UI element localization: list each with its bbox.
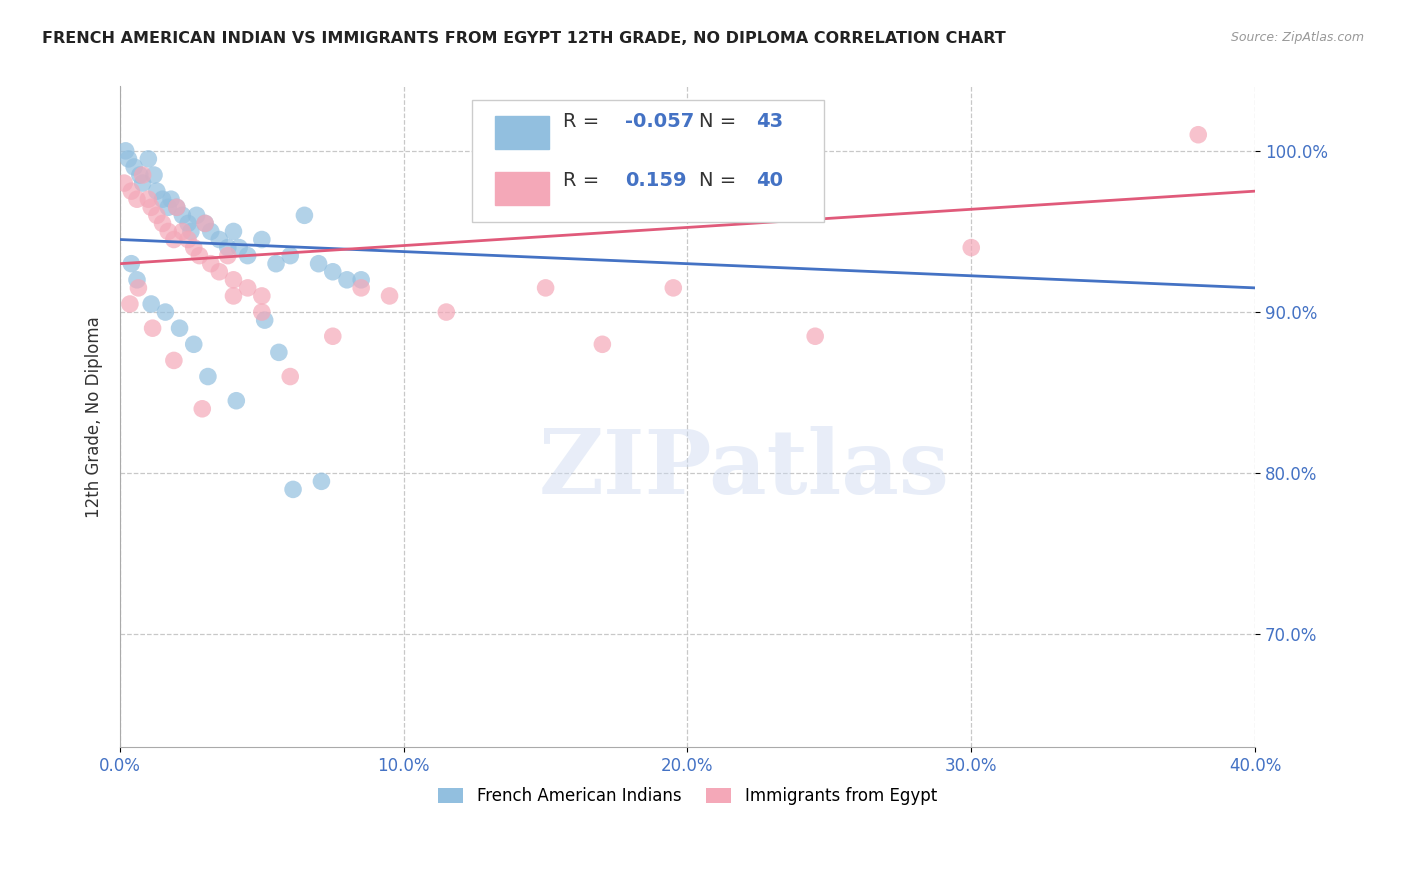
Point: [118, 297, 141, 311]
Point: [222, 289, 245, 303]
Point: [142, 321, 165, 335]
Point: [236, 281, 259, 295]
Point: [186, 208, 208, 222]
FancyBboxPatch shape: [472, 100, 824, 222]
Point: [146, 208, 169, 222]
Point: [157, 224, 180, 238]
Point: [120, 257, 142, 271]
Point: [172, 208, 194, 222]
Point: [960, 241, 983, 255]
Point: [160, 192, 183, 206]
Point: [264, 257, 287, 271]
Point: [152, 192, 174, 206]
Text: 43: 43: [755, 112, 783, 131]
Point: [225, 393, 247, 408]
Point: [155, 305, 177, 319]
Point: [267, 345, 290, 359]
Point: [152, 216, 174, 230]
Point: [177, 216, 200, 230]
Point: [177, 233, 200, 247]
FancyBboxPatch shape: [495, 172, 548, 205]
Point: [127, 281, 149, 295]
Point: [294, 208, 316, 222]
Text: 40: 40: [755, 171, 783, 190]
Point: [191, 401, 214, 416]
Point: [183, 241, 205, 255]
Point: [217, 249, 239, 263]
Point: [131, 176, 153, 190]
Point: [281, 483, 304, 497]
Point: [138, 152, 160, 166]
Point: [350, 281, 373, 295]
FancyBboxPatch shape: [495, 116, 548, 149]
Point: [208, 233, 231, 247]
Point: [804, 329, 827, 343]
Point: [591, 337, 613, 351]
Text: Source: ZipAtlas.com: Source: ZipAtlas.com: [1230, 31, 1364, 45]
Point: [194, 216, 217, 230]
Text: 0.159: 0.159: [626, 171, 686, 190]
Point: [250, 233, 273, 247]
Text: -0.057: -0.057: [626, 112, 695, 131]
Point: [311, 475, 333, 489]
Point: [434, 305, 457, 319]
Point: [253, 313, 276, 327]
Point: [200, 224, 222, 238]
Point: [157, 200, 180, 214]
Point: [128, 168, 150, 182]
Point: [166, 200, 188, 214]
Point: [208, 265, 231, 279]
Point: [228, 241, 250, 255]
Point: [143, 168, 166, 182]
Point: [662, 281, 685, 295]
Point: [378, 289, 401, 303]
Point: [278, 369, 301, 384]
Legend: French American Indians, Immigrants from Egypt: French American Indians, Immigrants from…: [432, 780, 943, 812]
Point: [166, 200, 188, 214]
Point: [125, 192, 148, 206]
Point: [120, 184, 142, 198]
Point: [141, 297, 163, 311]
Point: [114, 144, 136, 158]
Text: N =: N =: [699, 112, 737, 131]
Point: [222, 273, 245, 287]
Point: [1187, 128, 1209, 142]
Point: [125, 273, 148, 287]
Point: [146, 184, 169, 198]
Point: [222, 224, 245, 238]
Point: [138, 192, 160, 206]
Point: [188, 249, 211, 263]
Point: [236, 249, 259, 263]
Point: [112, 176, 135, 190]
Text: FRENCH AMERICAN INDIAN VS IMMIGRANTS FROM EGYPT 12TH GRADE, NO DIPLOMA CORRELATI: FRENCH AMERICAN INDIAN VS IMMIGRANTS FRO…: [42, 31, 1005, 46]
Point: [322, 265, 344, 279]
Point: [122, 160, 145, 174]
Point: [183, 337, 205, 351]
Point: [163, 353, 186, 368]
Point: [308, 257, 330, 271]
Point: [197, 369, 219, 384]
Text: R =: R =: [562, 112, 599, 131]
Point: [117, 152, 139, 166]
Point: [163, 233, 186, 247]
Point: [217, 241, 239, 255]
Text: N =: N =: [699, 171, 737, 190]
Point: [534, 281, 557, 295]
Point: [322, 329, 344, 343]
Point: [180, 224, 202, 238]
Point: [131, 168, 153, 182]
Point: [250, 289, 273, 303]
Point: [172, 224, 194, 238]
Point: [194, 216, 217, 230]
Point: [250, 305, 273, 319]
Point: [278, 249, 301, 263]
Y-axis label: 12th Grade, No Diploma: 12th Grade, No Diploma: [86, 316, 103, 517]
Point: [169, 321, 191, 335]
Point: [141, 200, 163, 214]
Point: [336, 273, 359, 287]
Text: R =: R =: [562, 171, 599, 190]
Point: [200, 257, 222, 271]
Point: [350, 273, 373, 287]
Text: ZIPatlas: ZIPatlas: [538, 426, 949, 513]
